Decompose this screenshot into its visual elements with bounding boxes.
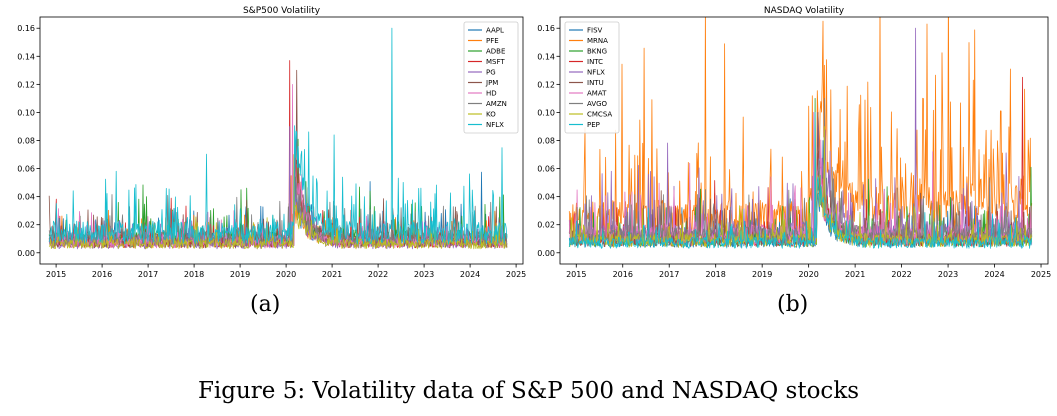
- figure-caption: Figure 5: Volatility data of S&P 500 and…: [197, 378, 860, 404]
- chart-panel-a: S&P500 Volatility 2015 2016 2017 2018 2019 202…: [17, 6, 526, 279]
- legend-label-hd: HD: [486, 90, 497, 98]
- chart-title: S&P500 Volatility: [243, 6, 321, 16]
- y-tick-label: 0.16: [537, 24, 555, 33]
- legend-box: [463, 21, 519, 134]
- legend-box: [564, 21, 620, 134]
- panel-b-label: (b): [777, 292, 809, 317]
- x-tick-label: 2016: [613, 270, 633, 279]
- legend-label-mrna: MRNA: [587, 37, 608, 45]
- y-tick-label: 0.06: [17, 165, 35, 174]
- series-line-ko: [48, 154, 508, 250]
- series-line-pep: [568, 112, 1033, 249]
- y-tick-label: 0.10: [17, 108, 35, 117]
- x-tick-label: 2023: [414, 270, 434, 279]
- legend-label-pg: PG: [486, 69, 496, 77]
- legend-label-adbe: ADBE: [486, 48, 505, 56]
- y-tick-label: 0.02: [17, 221, 35, 230]
- chart-panel-b: NASDAQ Volatility 2015 2016 2017 2018 2019 202…: [537, 6, 1051, 279]
- legend-label-nflx: NFLX: [486, 121, 504, 129]
- legend-label-intc: INTC: [587, 58, 603, 66]
- legend-label-bkng: BKNG: [587, 48, 607, 56]
- legend-label-ko: KO: [486, 111, 496, 119]
- y-tick-label: 0.04: [537, 193, 555, 202]
- legend-label-nflx: NFLX: [587, 69, 605, 77]
- x-tick-label: 2016: [92, 270, 112, 279]
- x-tick-label: 2022: [891, 270, 911, 279]
- series-group: [48, 27, 508, 250]
- legend-label-pfe: PFE: [486, 37, 499, 45]
- y-tick-label: 0.12: [17, 80, 35, 89]
- x-tick-label: 2019: [230, 270, 250, 279]
- x-tick-label: 2021: [322, 270, 342, 279]
- legend-label-pep: PEP: [587, 121, 600, 129]
- y-tick-label: 0.00: [17, 249, 35, 258]
- y-tick-label: 0.16: [17, 24, 35, 33]
- x-tick-label: 2024: [460, 270, 480, 279]
- legend-label-intu: INTU: [587, 79, 604, 87]
- y-tick-label: 0.14: [17, 52, 35, 61]
- legend-label-fisv: FISV: [587, 27, 603, 35]
- legend-label-cmcsa: CMCSA: [587, 111, 612, 119]
- y-tick-label: 0.08: [537, 137, 555, 146]
- chart-title: NASDAQ Volatility: [764, 6, 845, 16]
- x-tick-label: 2017: [659, 270, 679, 279]
- y-tick-label: 0.04: [17, 193, 35, 202]
- legend: FISV MRNA BKNG INTC NFLX INTU AMAT AVGO CMCSA PEP: [564, 21, 620, 134]
- x-tick-label: 2024: [984, 270, 1004, 279]
- figure-canvas: S&P500 Volatility 2015 2016 2017 2018 2019 202…: [17, 6, 1051, 279]
- series-line-nflx: [48, 27, 508, 245]
- x-tick-label: 2020: [798, 270, 818, 279]
- x-tick-label: 2019: [752, 270, 772, 279]
- y-tick-label: 0.10: [537, 108, 555, 117]
- series-line-amzn: [48, 140, 508, 247]
- panel-a-label: (a): [250, 292, 281, 317]
- y-tick-label: 0.06: [537, 165, 555, 174]
- x-tick-label: 2022: [368, 270, 388, 279]
- y-tick-label: 0.02: [537, 221, 555, 230]
- legend-label-msft: MSFT: [486, 58, 505, 66]
- x-tick-label: 2017: [138, 270, 158, 279]
- legend-label-jpm: JPM: [485, 79, 498, 87]
- legend-label-amzn: AMZN: [486, 100, 507, 108]
- legend: AAPL PFE ADBE MSFT PG JPM HD AMZN KO NFLX: [463, 21, 519, 134]
- y-tick-label: 0.00: [537, 249, 555, 258]
- x-tick-label: 2020: [276, 270, 296, 279]
- y-tick-label: 0.12: [537, 80, 555, 89]
- x-tick-label: 2018: [706, 270, 726, 279]
- y-tick-label: 0.14: [537, 52, 555, 61]
- x-tick-label: 2015: [566, 270, 586, 279]
- x-tick-label: 2025: [1031, 270, 1051, 279]
- series-group: [568, 17, 1033, 249]
- legend-label-avgo: AVGO: [587, 100, 608, 108]
- x-tick-label: 2018: [184, 270, 204, 279]
- legend-label-amat: AMAT: [587, 90, 607, 98]
- x-tick-label: 2021: [845, 270, 865, 279]
- y-tick-label: 0.08: [17, 137, 35, 146]
- legend-label-aapl: AAPL: [486, 27, 504, 35]
- x-tick-label: 2015: [46, 270, 66, 279]
- x-tick-label: 2025: [506, 270, 526, 279]
- x-tick-label: 2023: [938, 270, 958, 279]
